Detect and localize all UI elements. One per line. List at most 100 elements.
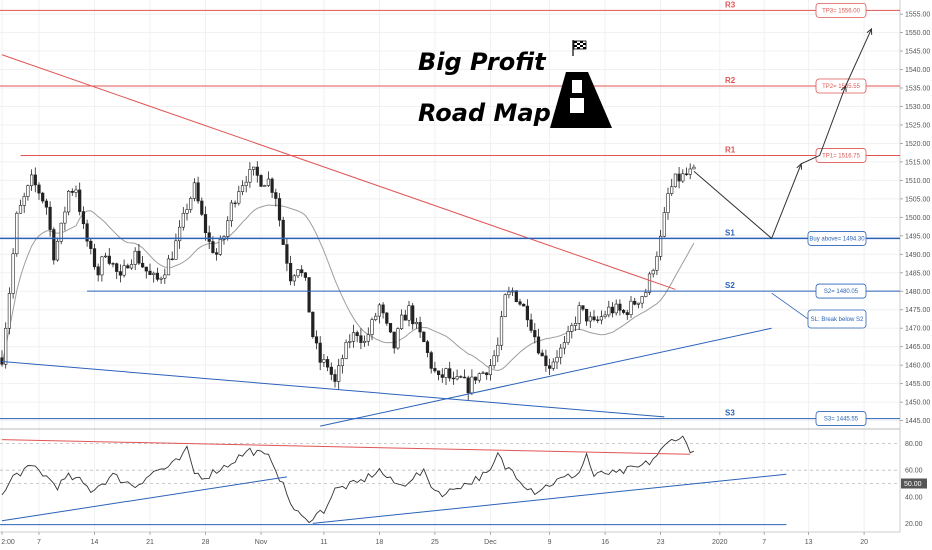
candle-down	[288, 263, 293, 282]
rsi-support-trendline-2	[312, 473, 787, 524]
candle-down	[314, 336, 319, 344]
candle-up	[370, 319, 374, 335]
candle-down	[270, 178, 274, 193]
candle-up	[666, 193, 670, 213]
candle-up	[59, 222, 63, 242]
candle-up	[688, 168, 692, 175]
price-axis-label: 1445.00	[905, 418, 930, 425]
candle-up	[573, 323, 578, 326]
candle-down	[525, 305, 529, 321]
candle-down	[433, 368, 437, 372]
price-axis-label: 1450.00	[905, 400, 930, 407]
candle-up	[658, 235, 663, 257]
candle-down	[459, 376, 463, 378]
price-axis-label: 1465.00	[905, 344, 930, 351]
candle-down	[148, 270, 152, 276]
candle-up	[492, 355, 496, 366]
rsi-axis: 20.00 40.00 50.00 60.00 80.00	[901, 441, 927, 528]
candle-down	[303, 272, 308, 278]
candle-up	[166, 258, 171, 276]
candle-down	[277, 198, 282, 221]
candle-down	[359, 335, 363, 343]
time-axis-label: 7	[762, 539, 766, 546]
rsi-resistance-trendline	[1, 439, 691, 455]
candle-down	[547, 365, 552, 369]
candle-down	[141, 262, 145, 268]
candle-up	[559, 347, 563, 358]
price-axis-label: 1510.00	[905, 178, 930, 185]
candle-down	[518, 301, 522, 305]
candle-down	[533, 330, 537, 338]
candle-down	[381, 304, 385, 314]
rsi-line	[1, 435, 695, 524]
candle-down	[170, 258, 174, 261]
candle-up	[100, 256, 104, 276]
candle-down	[529, 319, 533, 331]
level-note-text: S3= 1445.55	[824, 417, 859, 423]
candle-down	[329, 366, 333, 375]
candle-down	[107, 255, 111, 264]
title-line-2: Road Map	[418, 99, 551, 127]
candle-up	[551, 361, 555, 369]
road-icon	[550, 72, 612, 128]
candle-up	[503, 294, 507, 317]
price-axis: 1445.00 1450.00 1455.00 1460.00 1465.00 1470.…	[900, 12, 930, 425]
candle-up	[488, 365, 493, 376]
candle-down	[418, 322, 422, 333]
rsi-axis-label: 80.00	[905, 441, 923, 448]
candle-up	[670, 186, 674, 194]
candle-down	[207, 232, 211, 242]
candle-up	[348, 341, 352, 343]
candle-up	[444, 368, 448, 378]
rsi-axis-label: 60.00	[905, 468, 923, 475]
candle-up	[470, 376, 474, 394]
candle-up	[244, 181, 248, 186]
candle-down	[144, 266, 148, 272]
candle-up	[248, 169, 252, 183]
candle-up	[455, 376, 459, 380]
candle-down	[307, 277, 311, 313]
candle-down	[462, 376, 467, 379]
candle-down	[137, 250, 141, 264]
candle-up	[647, 273, 652, 293]
candle-down	[111, 263, 115, 265]
level-note-box	[815, 148, 867, 163]
candle-up	[163, 274, 167, 279]
time-axis-label: 2020	[712, 539, 728, 546]
candle-down	[633, 300, 637, 305]
candle-up	[192, 182, 197, 199]
candle-up	[481, 372, 485, 374]
candle-down	[215, 252, 219, 255]
stop-loss-note-box	[807, 309, 867, 329]
arrowhead	[796, 162, 803, 170]
candle-up	[588, 316, 592, 322]
candle-down	[411, 305, 415, 325]
level-label-r3: R3	[725, 0, 736, 9]
candle-up	[29, 174, 34, 186]
candle-down	[44, 200, 48, 208]
price-axis-label: 1470.00	[905, 326, 930, 333]
level-note-text: TP3= 1556.00	[822, 8, 861, 14]
candle-down	[70, 190, 74, 193]
candle-down	[311, 311, 315, 338]
candle-down	[425, 341, 430, 353]
candle-down	[522, 303, 526, 307]
time-axis-label: 21	[146, 539, 154, 546]
candle-up	[174, 240, 178, 260]
candle-up	[570, 325, 574, 332]
price-axis-label: 1550.00	[905, 30, 930, 37]
level-note-text: S2= 1480.05	[824, 289, 859, 295]
candle-up	[366, 334, 370, 342]
level-lines: R3 TP3= 1556.00 R2 TP2= 1535.55 R1 TP1= 1516.…	[0, 0, 900, 426]
candle-down	[392, 331, 396, 349]
candle-down	[41, 192, 45, 202]
candle-up	[218, 238, 222, 255]
candle-up	[577, 305, 581, 324]
candle-down	[0, 357, 4, 365]
price-axis-label: 1530.00	[905, 104, 930, 111]
candle-up	[292, 275, 296, 282]
candle-up	[603, 314, 607, 317]
level-note-s2: S2= 1480.05	[815, 283, 867, 299]
candle-down	[385, 312, 389, 324]
candle-up	[122, 265, 126, 276]
